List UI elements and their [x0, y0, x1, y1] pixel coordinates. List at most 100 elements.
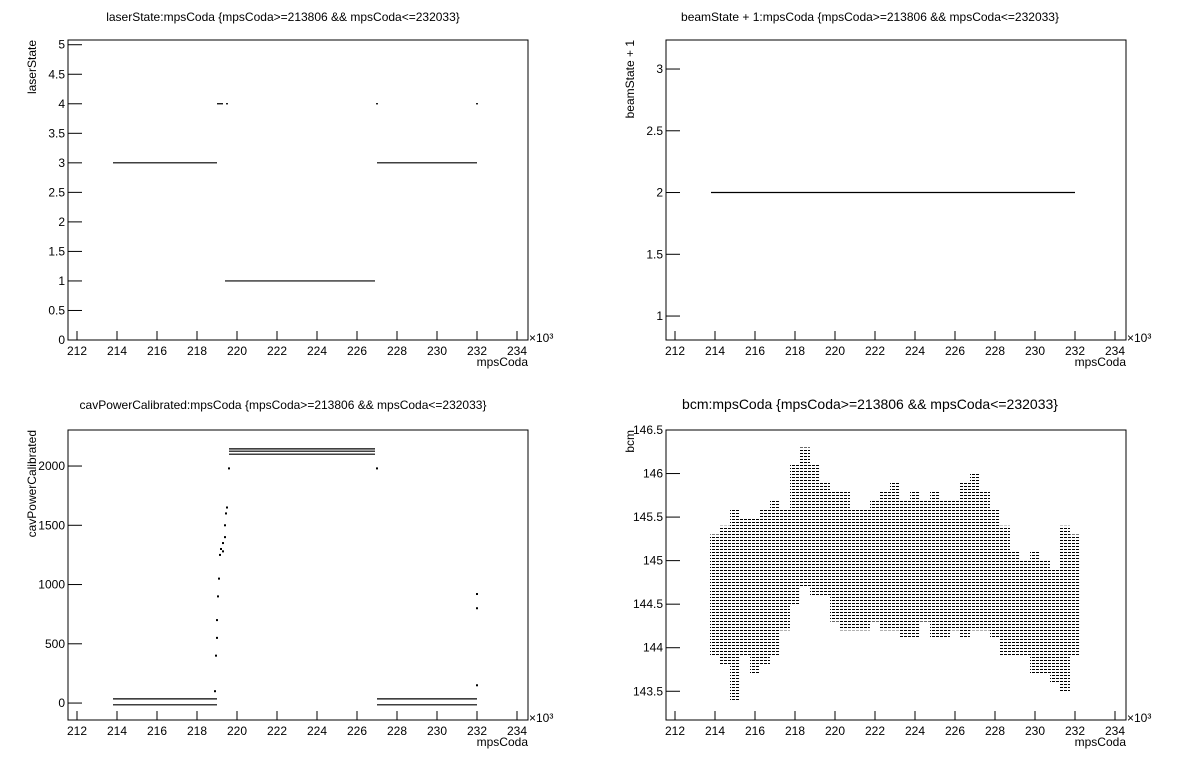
data-point [217, 595, 219, 598]
data-point [224, 524, 226, 527]
data-point [228, 467, 230, 470]
x-tick-label: 226 [347, 724, 367, 738]
x-tick-label: 218 [785, 724, 805, 738]
y-tick-label: 1 [656, 309, 663, 323]
data-band [930, 490, 940, 640]
y-tick-label: 144 [643, 641, 663, 655]
y-tick-label: 1500 [38, 518, 65, 532]
x-tick-label: 234 [1105, 344, 1125, 358]
x-tick-label: 218 [785, 344, 805, 358]
data-band [1020, 560, 1030, 657]
y-axis-title: laserState [25, 40, 39, 94]
x-tick-label: 214 [705, 724, 725, 738]
x-tick-label: 228 [387, 344, 407, 358]
x-multiplier: ×10³ [529, 711, 553, 725]
x-tick-label: 220 [825, 724, 845, 738]
x-tick-label: 234 [507, 724, 527, 738]
y-tick-label: 2.5 [646, 124, 663, 138]
data-band [800, 447, 810, 587]
data-band [1050, 569, 1060, 683]
x-tick-label: 232 [1065, 344, 1085, 358]
data-band [790, 464, 800, 605]
data-band [850, 508, 860, 631]
data-band [910, 490, 920, 640]
data-band [1000, 525, 1010, 657]
x-tick-label: 216 [745, 724, 765, 738]
data-point [214, 690, 216, 693]
chart-title: beamState + 1:mpsCoda {mpsCoda>=213806 &… [681, 10, 1059, 24]
y-tick-label: 145 [643, 554, 663, 568]
data-band [980, 490, 990, 631]
data-band [840, 490, 850, 631]
y-axis-title: bcm [623, 430, 637, 453]
data-point [215, 654, 217, 657]
data-band [960, 482, 970, 640]
data-band [750, 517, 760, 674]
y-tick-label: 3.5 [48, 126, 65, 140]
x-tick-label: 222 [267, 344, 287, 358]
x-tick-label: 214 [705, 344, 725, 358]
y-tick-label: 3 [656, 62, 663, 76]
y-tick-label: 143.5 [633, 684, 663, 698]
x-axis-title: mpsCoda [477, 735, 529, 749]
data-band [810, 464, 820, 596]
data-band [740, 517, 750, 657]
x-tick-label: 218 [187, 344, 207, 358]
data-band [870, 499, 880, 622]
x-tick-label: 234 [1105, 724, 1125, 738]
data-band [820, 482, 830, 596]
data-band [1040, 560, 1050, 674]
x-tick-label: 230 [1025, 724, 1045, 738]
data-band [950, 499, 960, 631]
x-tick-label: 212 [67, 344, 87, 358]
data-band [1030, 551, 1040, 674]
x-tick-label: 224 [905, 344, 925, 358]
x-tick-label: 214 [107, 724, 127, 738]
data-point [220, 547, 222, 550]
y-tick-label: 500 [45, 637, 65, 651]
y-tick-label: 4.5 [48, 67, 65, 81]
x-tick-label: 212 [665, 724, 685, 738]
x-tick-label: 214 [107, 344, 127, 358]
x-tick-label: 212 [67, 724, 87, 738]
data-band [1010, 551, 1020, 657]
y-tick-label: 2 [656, 186, 663, 200]
x-tick-label: 232 [1065, 724, 1085, 738]
y-tick-label: 1 [58, 274, 65, 288]
y-tick-label: 145.5 [633, 510, 663, 524]
x-tick-label: 224 [905, 724, 925, 738]
plot-frame [67, 39, 529, 341]
x-tick-label: 216 [147, 724, 167, 738]
data-point [225, 512, 227, 515]
x-tick-label: 230 [1025, 344, 1045, 358]
data-point [224, 536, 226, 539]
x-tick-label: 224 [307, 344, 327, 358]
chart-title: laserState:mpsCoda {mpsCoda>=213806 && m… [106, 10, 460, 24]
x-tick-label: 222 [865, 724, 885, 738]
x-axis-title: mpsCoda [1075, 355, 1127, 369]
data-band [940, 499, 950, 640]
x-tick-label: 220 [227, 344, 247, 358]
data-point [216, 619, 218, 622]
x-tick-label: 212 [665, 344, 685, 358]
y-tick-label: 5 [58, 38, 65, 52]
y-tick-label: 146.5 [633, 423, 663, 437]
data-point [222, 550, 224, 553]
data-point [218, 577, 220, 580]
y-tick-label: 0.5 [48, 303, 65, 317]
x-tick-label: 228 [387, 724, 407, 738]
x-multiplier: ×10³ [1127, 331, 1151, 345]
x-tick-label: 230 [427, 724, 447, 738]
plot-frame [67, 429, 529, 721]
y-tick-label: 0 [58, 696, 65, 710]
x-tick-label: 234 [507, 344, 527, 358]
y-tick-label: 1.5 [48, 244, 65, 258]
data-band [770, 499, 780, 657]
data-band [970, 473, 980, 631]
data-point [219, 553, 221, 556]
chart-title: bcm:mpsCoda {mpsCoda>=213806 && mpsCoda<… [682, 396, 1058, 412]
y-tick-label: 146 [643, 467, 663, 481]
data-band [1060, 525, 1070, 692]
x-tick-label: 222 [267, 724, 287, 738]
